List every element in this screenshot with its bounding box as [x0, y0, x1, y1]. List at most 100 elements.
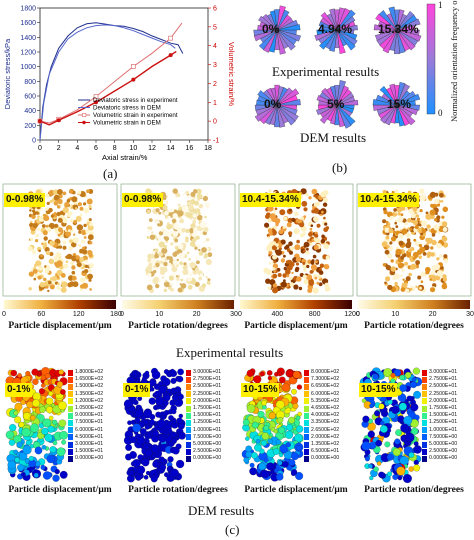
contour-legend-value: 5.3500E+02: [311, 397, 340, 404]
y-right-tick-label: 0: [213, 119, 217, 126]
contour-legend-value: 2.7500E+01: [193, 376, 222, 383]
y-right-tick-label: 2: [213, 81, 217, 88]
contour-legend-swatch: [186, 420, 191, 427]
contour-legend-value: 1.6500E+02: [75, 376, 104, 383]
contour-legend-value: 1.2500E+01: [193, 419, 222, 426]
y-right-tick-label: 5: [213, 24, 217, 31]
strain-range-label: 10.4-15.34%: [240, 193, 301, 207]
colorbar-tick: 20: [192, 311, 201, 318]
contour-legend-value: 2.2500E+01: [193, 390, 222, 397]
contour-legend-swatch: [422, 412, 427, 419]
specimen-cylinder: [2, 183, 118, 297]
contour-legend-entry: 2.5000E+00: [186, 448, 236, 455]
contour-legend-value: 5.0000E+00: [193, 441, 222, 448]
contour-legend-entry: 2.0000E+02: [304, 434, 354, 441]
series-point: [93, 94, 99, 99]
legend-entry: Deviatoric stress in DEM: [93, 105, 161, 112]
rose-exp-label-1: 0%: [262, 22, 280, 36]
x-tick-label: 2: [57, 145, 61, 152]
contour-legend-swatch: [304, 376, 309, 383]
dem-particle-image: 10-15% 8.0000E+02 7.3000E+02 6.6500E+02 6.00…: [238, 365, 354, 485]
contour-legend-swatch: [422, 405, 427, 412]
contour-legend-value: 2.5000E+01: [429, 383, 458, 390]
contour-legend-entry: 1.0500E+02: [68, 405, 118, 412]
contour-legend-entry: 2.5000E+01: [186, 383, 236, 390]
dem-particle-image: 0-1% 3.0000E+01 2.7500E+01 2.5000E+01 2.2500…: [120, 365, 236, 485]
y-left-axis-label: Deviatoric stress/kPa: [3, 38, 12, 109]
contour-legend-value: 2.0000E+02: [311, 433, 340, 440]
contour-legend-swatch: [186, 427, 191, 434]
displacement-colorbar: [4, 300, 116, 309]
contour-legend-entry: 1.2500E+01: [186, 419, 236, 427]
colorbar-tick: 1200: [344, 311, 360, 318]
dem-colorbar-label: Particle displacement/μm: [244, 485, 348, 495]
contour-legend-swatch: [304, 391, 309, 398]
y-right-axis-label: Volumetric strain/%: [227, 42, 236, 107]
x-tick-label: 18: [204, 145, 212, 152]
series-point: [130, 64, 136, 69]
colorbar-tick: 800: [308, 311, 321, 318]
contour-legend-entry: 4.5000E+01: [68, 434, 118, 441]
contour-legend-entry: 2.7500E+01: [186, 376, 236, 383]
contour-legend-swatch: [422, 384, 427, 390]
x-tick-label: 8: [113, 145, 117, 152]
dem-particle-image: 10-15% 3.0000E+01 2.7500E+01 2.5000E+01 2.25…: [356, 365, 472, 485]
y-left-tick-label: 200: [24, 123, 36, 130]
contour-legend-swatch: [422, 391, 427, 398]
contour-legend-value: 2.2500E+01: [429, 390, 458, 397]
strain-range-label: 0-1%: [123, 383, 151, 397]
contour-legend-entry: 7.3000E+02: [304, 376, 354, 383]
dem-results-title: DEM results: [188, 503, 255, 518]
contour-legend-value: 2.0000E+01: [429, 397, 458, 404]
contour-legend-swatch: [186, 434, 191, 441]
contour-legend-swatch: [68, 398, 73, 405]
contour-legend-value: 1.3500E+02: [75, 390, 104, 397]
contour-legend-swatch: [304, 412, 309, 419]
y-right-tick-label: 6: [213, 6, 217, 13]
contour-legend-entry: 0.0000E+00: [422, 455, 472, 463]
contour-legend-entry: 4.6500E+02: [304, 405, 354, 412]
y-left-tick-label: 600: [24, 94, 36, 101]
rose-diagram: [372, 82, 421, 127]
colorbar-bottom-value: 0: [438, 108, 443, 118]
contour-legend-swatch: [422, 448, 427, 455]
colorbar-tick: 10: [155, 311, 164, 318]
y-left-tick-label: 800: [24, 79, 36, 86]
contour-legend-entry: 1.0000E+01: [186, 427, 236, 434]
dem-colorbar-label: Particle rotation/degrees: [364, 485, 464, 495]
displacement-colorbar: [122, 300, 234, 309]
contour-legend-entry: 1.2500E+01: [422, 419, 472, 427]
experimental-results-title: Experimental results: [176, 345, 284, 360]
contour-legend-entry: 1.3500E+02: [68, 391, 118, 398]
contour-legend-swatch: [186, 369, 191, 376]
contour-legend-swatch: [422, 376, 427, 383]
specimen-cylinder: [120, 183, 236, 297]
colorbar-tick: 0: [2, 311, 6, 318]
contour-legend-swatch: [68, 434, 73, 441]
contour-legend-entry: 3.0000E+01: [68, 441, 118, 448]
contour-legend: 1.8000E+02 1.6500E+02 1.5000E+02 1.3500E+02…: [68, 369, 118, 463]
contour-legend-swatch: [304, 398, 309, 405]
contour-legend-swatch: [304, 434, 309, 441]
contour-legend-swatch: [186, 448, 191, 455]
contour-legend-entry: 2.7500E+01: [422, 376, 472, 383]
contour-legend-entry: 6.0000E+01: [68, 427, 118, 434]
y-left-tick-label: 1200: [20, 50, 36, 57]
contour-legend-value: 6.0000E+02: [311, 390, 340, 397]
contour-legend-value: 1.5000E+01: [429, 412, 458, 419]
colorbar-tick: 20: [428, 311, 437, 318]
experimental-particle-image: 10.4-15.34%: [238, 183, 354, 297]
contour-legend-swatch: [186, 398, 191, 405]
contour-legend-value: 2.0000E+01: [193, 397, 222, 404]
contour-legend-entry: 4.0000E+02: [304, 412, 354, 419]
contour-legend-entry: 1.3500E+02: [304, 441, 354, 448]
legend-entry: Volumetric strain in DEM: [93, 120, 161, 127]
contour-legend-entry: 5.3500E+02: [304, 398, 354, 405]
contour-legend-value: 2.5000E+00: [429, 448, 458, 455]
contour-legend-entry: 7.5000E+00: [186, 434, 236, 441]
strain-range-label: 10-15%: [359, 383, 398, 397]
colorbar-label: Particle rotation/degrees: [128, 321, 228, 331]
series-point: [168, 53, 173, 58]
contour-legend-entry: 1.2000E+02: [68, 398, 118, 405]
panel-label-a: (a): [103, 166, 118, 181]
